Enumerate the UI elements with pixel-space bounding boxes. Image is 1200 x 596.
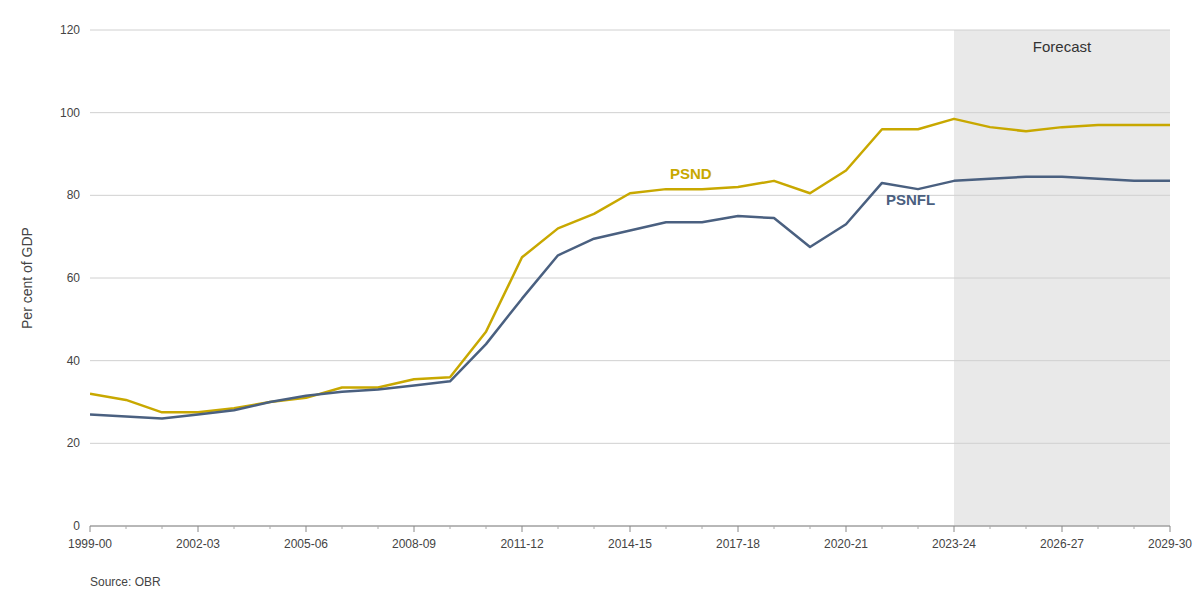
- x-tick: [954, 526, 955, 532]
- source: Source: OBR: [90, 575, 161, 589]
- x-tick: [126, 526, 127, 529]
- x-tick: [270, 526, 271, 529]
- x-tick: [558, 526, 559, 529]
- grid-line: [90, 443, 1170, 444]
- y-tick-label: 60: [67, 271, 81, 285]
- x-tick: [1026, 526, 1027, 529]
- x-tick: [198, 526, 199, 532]
- x-tick-label: 2026-27: [1040, 537, 1084, 551]
- grid-line: [90, 195, 1170, 196]
- y-tick-label: 20: [67, 436, 81, 450]
- x-tick: [234, 526, 235, 529]
- y-axis-label: Per cent of GDP: [19, 227, 35, 329]
- x-tick: [342, 526, 343, 529]
- y-tick-label: 40: [67, 354, 81, 368]
- x-tick: [738, 526, 739, 532]
- forecast-label: Forecast: [1033, 38, 1092, 55]
- x-tick: [162, 526, 163, 529]
- x-tick: [774, 526, 775, 529]
- x-tick: [846, 526, 847, 532]
- x-tick: [450, 526, 451, 529]
- x-tick-label: 2005-06: [284, 537, 328, 551]
- y-tick-label: 0: [73, 519, 80, 533]
- x-tick-label: 1999-00: [68, 537, 112, 551]
- x-tick: [414, 526, 415, 532]
- x-tick-label: 2023-24: [932, 537, 976, 551]
- series-label: PSND: [670, 165, 712, 182]
- x-tick-label: 2008-09: [392, 537, 436, 551]
- x-tick: [1098, 526, 1099, 529]
- plot-area: [90, 119, 1170, 419]
- x-tick-label: 2014-15: [608, 537, 652, 551]
- x-tick: [522, 526, 523, 532]
- x-tick: [1134, 526, 1135, 529]
- x-tick: [918, 526, 919, 529]
- x-tick: [90, 526, 91, 532]
- series-line: [90, 119, 1170, 412]
- grid-line: [90, 278, 1170, 279]
- x-tick: [666, 526, 667, 529]
- grid-line: [90, 30, 1170, 31]
- grid-line: [90, 112, 1170, 113]
- background: [0, 0, 1200, 596]
- series-line: [90, 177, 1170, 419]
- x-tick: [1062, 526, 1063, 532]
- x-tick: [1170, 526, 1171, 532]
- x-tick: [882, 526, 883, 529]
- y-tick-label: 80: [67, 188, 81, 202]
- x-tick: [378, 526, 379, 529]
- x-tick: [306, 526, 307, 532]
- x-tick: [810, 526, 811, 529]
- x-tick-label: 2011-12: [500, 537, 543, 551]
- series-label: PSNFL: [886, 191, 935, 208]
- x-tick: [594, 526, 595, 529]
- x-tick: [630, 526, 631, 532]
- x-tick-label: 2020-21: [824, 537, 868, 551]
- x-tick-label: 2017-18: [716, 537, 760, 551]
- x-tick: [990, 526, 991, 529]
- x-tick: [702, 526, 703, 529]
- x-tick-label: 2002-03: [176, 537, 220, 551]
- x-tick: [486, 526, 487, 529]
- grid-line: [90, 360, 1170, 361]
- y-tick-label: 100: [60, 106, 80, 120]
- x-tick-label: 2029-30: [1148, 537, 1192, 551]
- y-tick-label: 120: [60, 23, 80, 37]
